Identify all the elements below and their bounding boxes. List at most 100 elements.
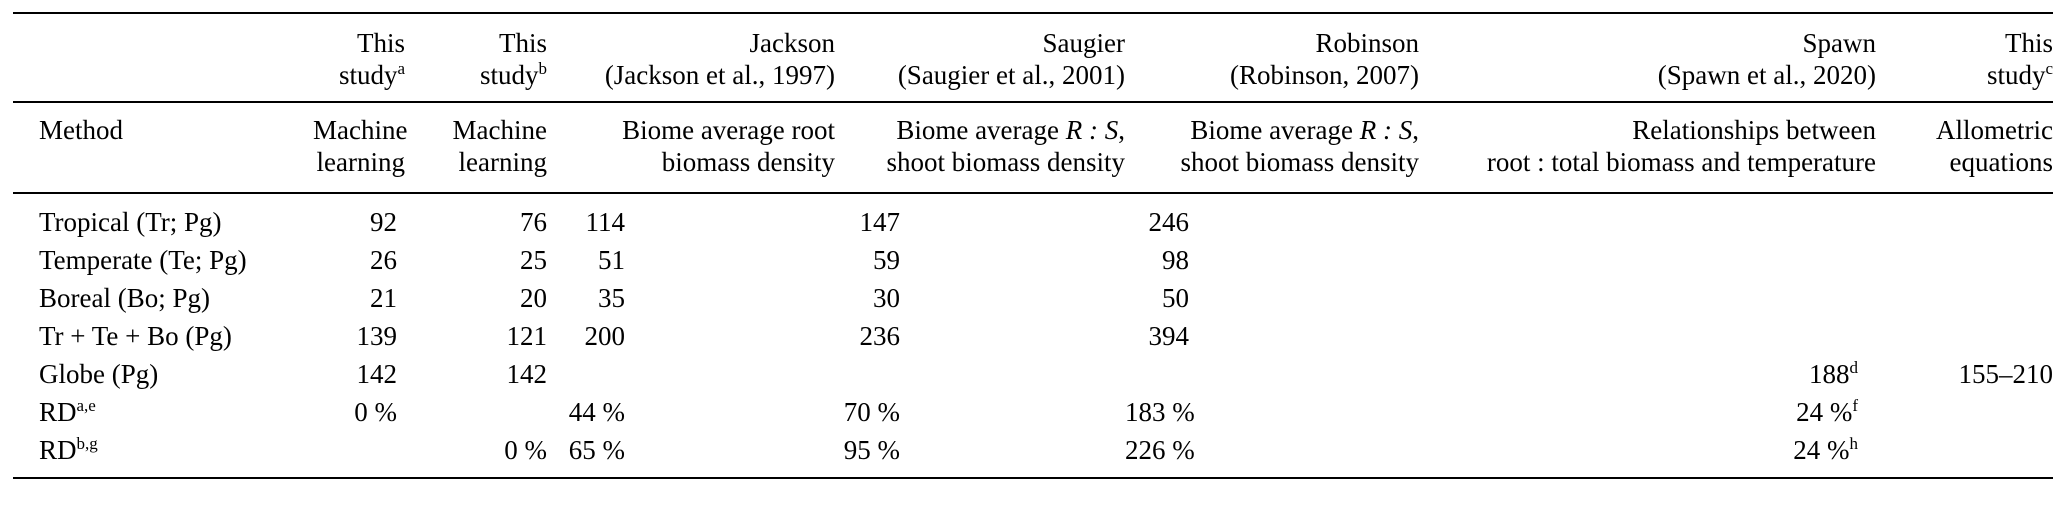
table-cell: 24 %f [1796, 396, 1858, 427]
table-cell: 188d [1809, 358, 1859, 389]
cell-superscript: f [1852, 396, 1858, 415]
table-cell: 0 % [354, 397, 397, 427]
table-cell [547, 355, 835, 393]
table-cell: 24 %h [1793, 434, 1859, 465]
table-cell: 30 [873, 283, 900, 313]
table-cell: 35 [598, 283, 625, 313]
row-label: Globe (Pg) [39, 359, 159, 389]
header-line1: This [2004, 28, 2053, 58]
table-cell [1419, 193, 1876, 241]
table-cell: 50 [1162, 283, 1189, 313]
table-cell [1419, 241, 1876, 279]
table-cell: 70 % [843, 397, 900, 427]
col-header-this-study-a: This studya [313, 13, 405, 103]
table-cell: 155–210 [1958, 359, 2054, 389]
table-cell: 139 [356, 321, 398, 351]
table-cell [1876, 241, 2053, 279]
table-cell: 76 [520, 207, 547, 237]
table-cell: 147 [859, 207, 901, 237]
col-header-spawn: Spawn (Spawn et al., 2020) [1419, 13, 1877, 103]
table-cell: 236 [859, 321, 901, 351]
col-header-saugier: Saugier (Saugier et al., 2001) [835, 13, 1125, 103]
table-cell: 92 [370, 207, 397, 237]
method-cell-root-temperature: Relationships between root : total biomas… [1419, 102, 1876, 194]
table-cell: 26 [370, 245, 397, 275]
method-row-label: Method [13, 102, 313, 194]
row-label: Temperate (Te; Pg) [39, 245, 247, 275]
table-cell: 95 % [843, 435, 900, 465]
header-superscript: b [538, 59, 548, 78]
table-row-boreal: Boreal (Bo; Pg) 21 20 35 30 50 [13, 279, 2053, 317]
table-cell [1876, 431, 2053, 478]
table-cell: 142 [356, 359, 398, 389]
header-line1: Spawn [1802, 28, 1877, 58]
header-line1: Saugier [1042, 28, 1125, 58]
cell-superscript: h [1849, 434, 1859, 453]
header-superscript: c [2045, 59, 2053, 78]
header-line1: Robinson [1315, 28, 1419, 58]
col-header-jackson: Jackson (Jackson et al., 1997) [547, 13, 835, 103]
header-line1: Jackson [749, 28, 835, 58]
cell-superscript: d [1849, 358, 1859, 377]
table-row-rd-b: RDb,g 0 % 65 % 95 % 226 % 24 %h [13, 431, 2053, 478]
table-cell: 25 [520, 245, 547, 275]
row-label: Boreal (Bo; Pg) [39, 283, 210, 313]
header-line2: study [1986, 60, 2046, 90]
table-cell: 226 % [1125, 435, 1195, 465]
table-cell: 59 [873, 245, 900, 275]
table-cell [1125, 355, 1419, 393]
label-superscript: b,g [76, 434, 98, 453]
table-cell: 65 % [568, 435, 625, 465]
math-italic: R : S [1359, 115, 1413, 145]
study-header-row: This studya This studyb Jackson (Jackson et… [13, 13, 2053, 103]
row-label: Tr + Te + Bo (Pg) [39, 321, 232, 351]
table-row-sum-biomes: Tr + Te + Bo (Pg) 139 121 200 236 394 [13, 317, 2053, 355]
table-cell: 98 [1162, 245, 1189, 275]
table-cell: 200 [584, 321, 626, 351]
table-cell: 121 [506, 321, 548, 351]
table-cell [1876, 393, 2053, 431]
empty-header-cell [13, 13, 313, 103]
col-header-robinson: Robinson (Robinson, 2007) [1125, 13, 1419, 103]
method-row: Method Machine learning Machine learning B… [13, 102, 2053, 194]
table-cell [1876, 279, 2053, 317]
table-cell: 44 % [568, 397, 625, 427]
header-superscript: a [397, 59, 405, 78]
table-row-rd-a: RDa,e 0 % 44 % 70 % 183 % 24 %f [13, 393, 2053, 431]
row-label: RDb,g [39, 434, 98, 465]
method-cell-biome-rs-robinson: Biome average R : S, shoot biomass densit… [1125, 102, 1419, 194]
header-line1: This [356, 28, 405, 58]
table-cell: 0 % [504, 435, 547, 465]
table-cell [1419, 279, 1876, 317]
table-cell: 51 [598, 245, 625, 275]
header-line2: (Spawn et al., 2020) [1657, 60, 1876, 90]
label-superscript: a,e [76, 396, 96, 415]
table-cell: 114 [585, 207, 626, 237]
table-cell [313, 431, 405, 478]
table-row-temperate: Temperate (Te; Pg) 26 25 51 59 98 [13, 241, 2053, 279]
table-cell [1876, 317, 2053, 355]
table-row-globe: Globe (Pg) 142 142 188d 155–210 [13, 355, 2053, 393]
method-cell-allometric: Allometric equations [1876, 102, 2053, 194]
method-cell-machine-learning-a: Machine learning [313, 102, 407, 194]
method-cell-biome-root-density: Biome average root biomass density [547, 102, 835, 194]
table-cell [1419, 317, 1876, 355]
table-cell [405, 393, 547, 431]
math-italic: R : S [1065, 115, 1119, 145]
row-label: RDa,e [39, 396, 96, 427]
table-cell: 142 [506, 359, 548, 389]
table-cell: 394 [1148, 321, 1190, 351]
table-row-tropical: Tropical (Tr; Pg) 92 76 114 147 246 [13, 193, 2053, 241]
header-line2: study [479, 60, 539, 90]
table-cell [1876, 193, 2053, 241]
header-line2: study [338, 60, 398, 90]
table-cell: 20 [520, 283, 547, 313]
paper-table-page: { "table": { "header": { "cols": [ {"l1"… [0, 12, 2067, 506]
header-line2: (Saugier et al., 2001) [897, 60, 1125, 90]
col-header-this-study-c: This studyc [1876, 13, 2053, 103]
table-cell: 246 [1148, 207, 1190, 237]
method-cell-machine-learning-b: Machine learning [405, 102, 547, 194]
table-cell: 21 [370, 283, 397, 313]
table-cell: 183 % [1125, 397, 1195, 427]
header-line1: This [498, 28, 547, 58]
